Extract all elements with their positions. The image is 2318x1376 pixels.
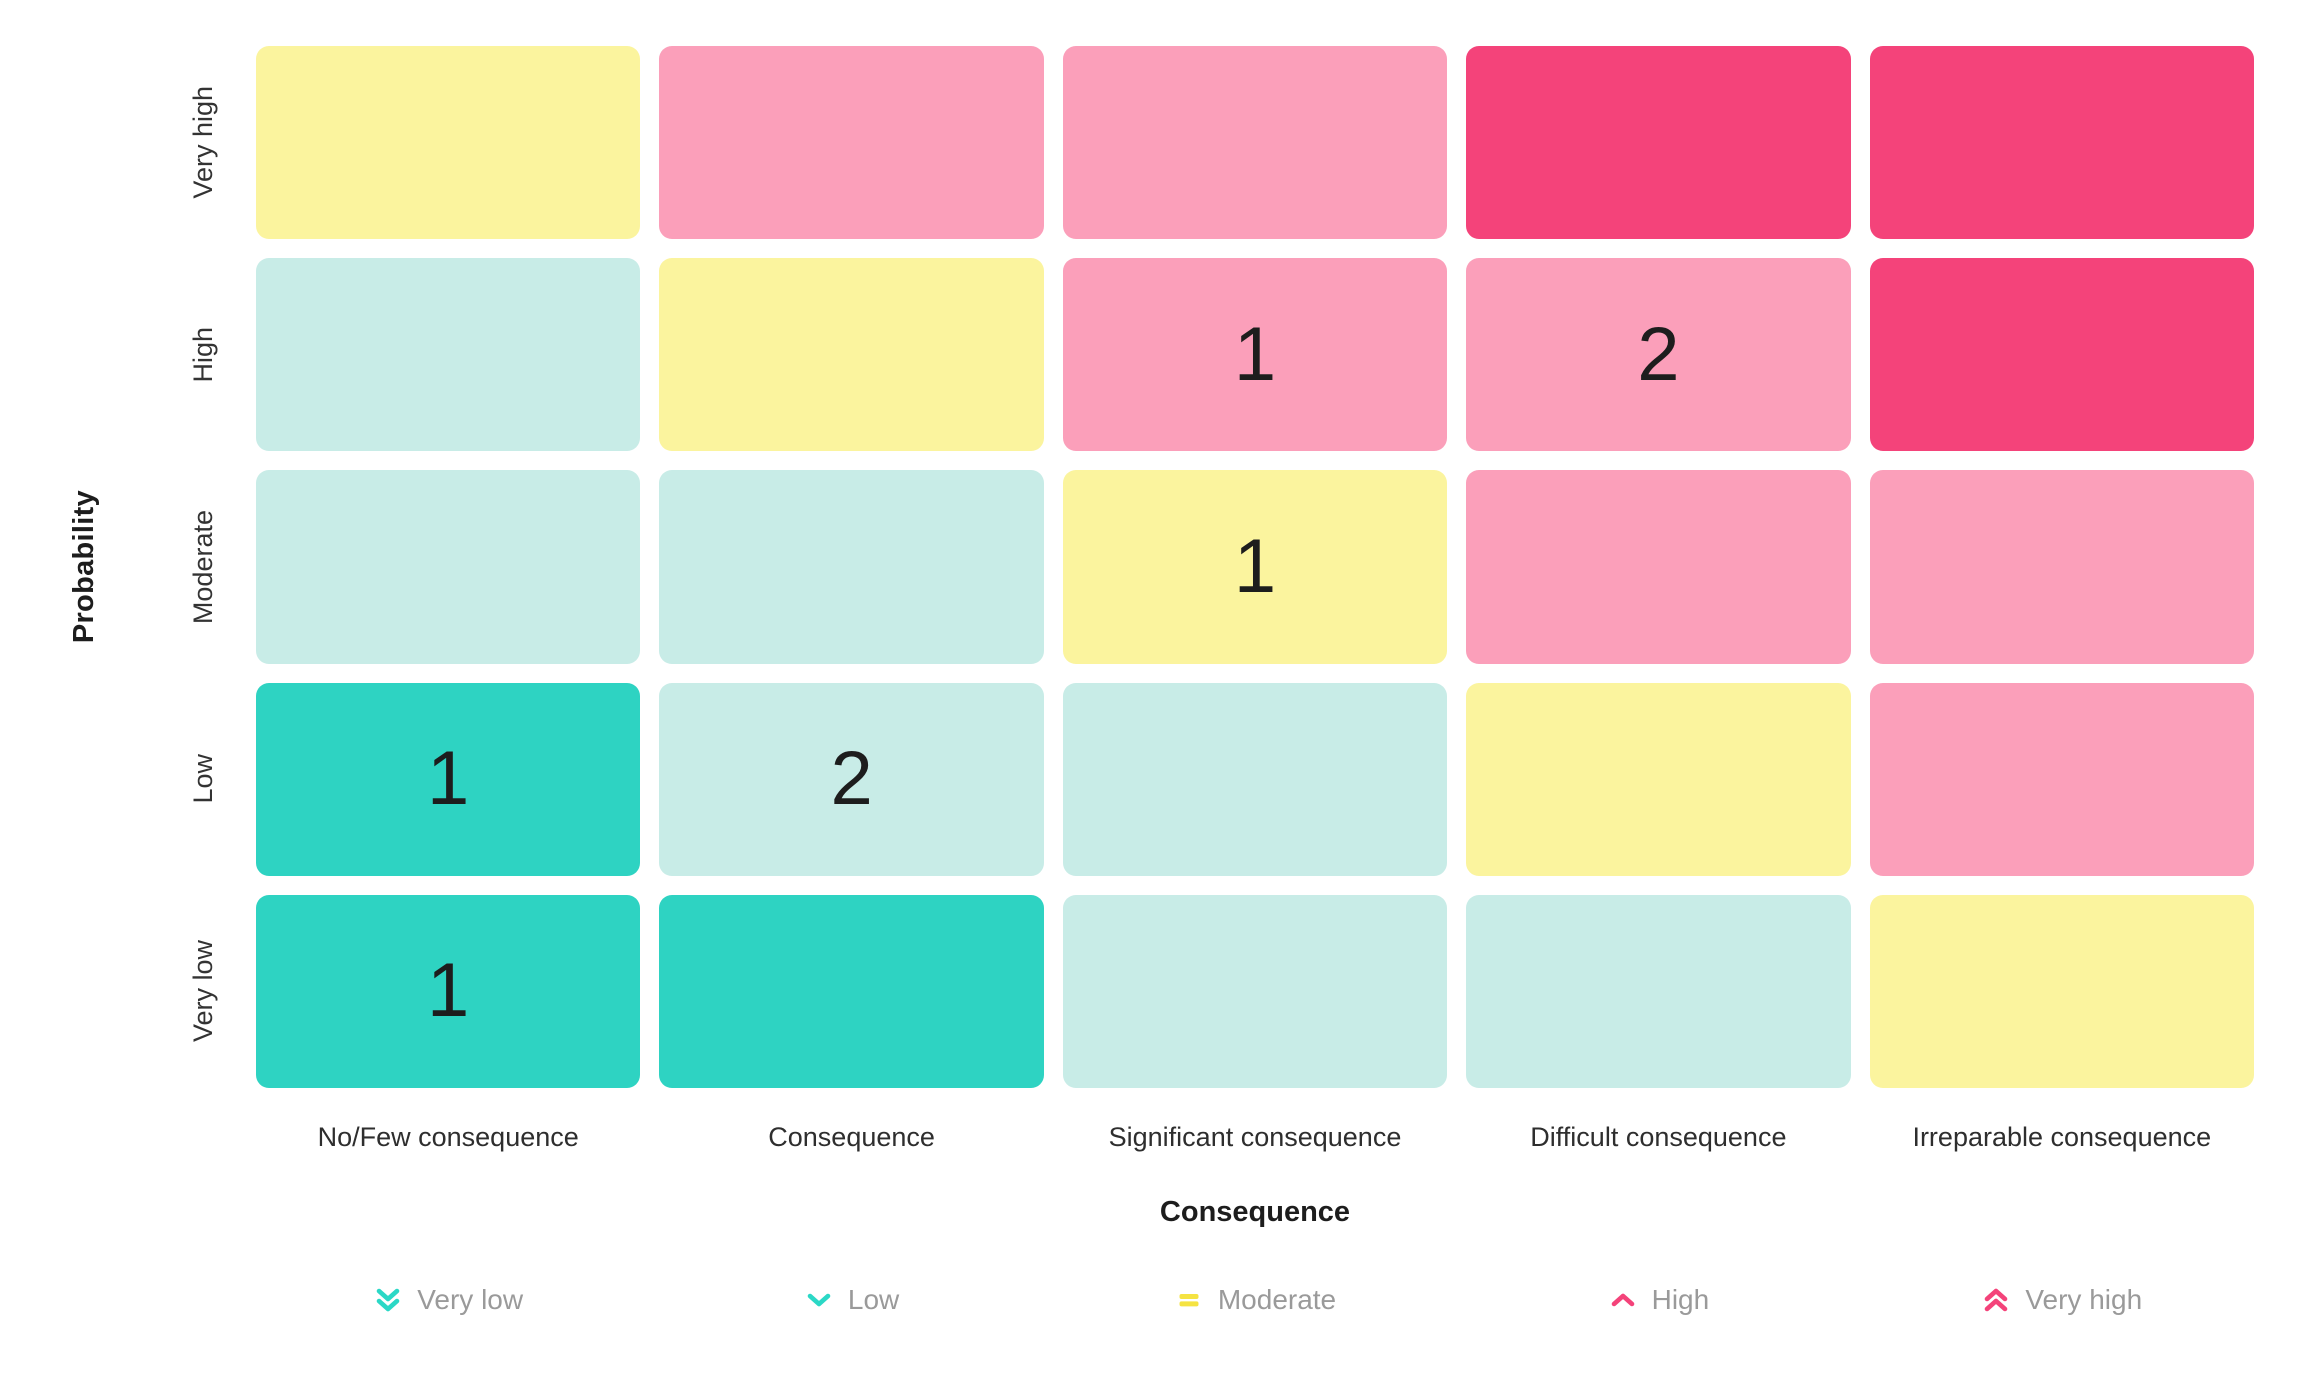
column-label-significant-consequence: Significant consequence: [1108, 1122, 1402, 1152]
column-label-no-few-consequence: No/Few consequence: [317, 1122, 579, 1152]
matrix-cell-low-irreparable-consequence[interactable]: [1869, 682, 2254, 876]
matrix-cell-very-high-irreparable-consequence[interactable]: [1869, 46, 2254, 240]
y-axis-title: Probability: [67, 490, 100, 644]
matrix-cell-moderate-consequence[interactable]: [659, 470, 1044, 664]
matrix-cell-moderate-irreparable-consequence[interactable]: [1869, 470, 2254, 664]
matrix-cell-high-no-few-consequence[interactable]: [256, 258, 641, 452]
row-label-moderate: Moderate: [176, 470, 230, 663]
cell-count: 2: [830, 736, 873, 822]
y-axis-title-wrap: Probability: [60, 46, 108, 1088]
row-label-low: Low: [176, 683, 230, 876]
cell-count: 2: [1637, 311, 1680, 397]
equals-icon: [1179, 1294, 1199, 1307]
chevron-down-icon: [807, 1293, 831, 1307]
cell-count: 1: [1233, 311, 1277, 397]
cell-count: 1: [1233, 523, 1277, 609]
matrix-cell-very-high-difficult-consequence[interactable]: [1466, 46, 1851, 240]
legend-label: Very high: [2025, 1284, 2143, 1315]
cell-count: 1: [427, 736, 470, 822]
matrix-cell-very-low-difficult-consequence[interactable]: [1466, 894, 1851, 1088]
x-axis-title: Consequence: [1159, 1196, 1351, 1228]
legend-label: Low: [847, 1284, 900, 1315]
legend-item-high[interactable]: High: [1466, 1284, 1850, 1316]
matrix-cell-very-high-consequence[interactable]: [659, 46, 1044, 240]
column-label-difficult-consequence: Difficult consequence: [1530, 1122, 1787, 1152]
column-label-consequence: Consequence: [768, 1122, 935, 1152]
matrix-cell-low-no-few-consequence[interactable]: 1: [256, 682, 641, 876]
chevron-up-icon: [1611, 1293, 1634, 1307]
row-label-text: Very low: [187, 940, 218, 1043]
legend-label: Very low: [417, 1284, 524, 1315]
row-label-text: High: [187, 327, 218, 383]
row-label-very-low: Very low: [176, 895, 230, 1088]
chevrons-down-icon: [376, 1288, 400, 1312]
legend-item-low[interactable]: Low: [659, 1284, 1043, 1316]
matrix-cell-high-significant-consequence[interactable]: 1: [1062, 258, 1448, 452]
risk-matrix-grid: 1 2 1 1 2 1: [256, 46, 2254, 1088]
matrix-cell-very-low-irreparable-consequence[interactable]: [1869, 894, 2254, 1088]
matrix-cell-high-difficult-consequence[interactable]: 2: [1466, 258, 1851, 452]
row-label-high: High: [176, 258, 230, 451]
matrix-cell-moderate-no-few-consequence[interactable]: [256, 470, 641, 664]
row-labels: Very high High Moderate Low Very low: [176, 46, 230, 1088]
matrix-cell-low-difficult-consequence[interactable]: [1466, 682, 1851, 876]
matrix-cell-very-high-no-few-consequence[interactable]: [256, 46, 641, 240]
legend-item-very-low[interactable]: Very low: [256, 1284, 640, 1316]
column-label-irreparable-consequence: Irreparable consequence: [1912, 1122, 2212, 1152]
matrix-cell-very-low-significant-consequence[interactable]: [1062, 894, 1448, 1088]
matrix-cell-very-low-no-few-consequence[interactable]: 1: [256, 894, 641, 1088]
cell-count: 1: [427, 948, 470, 1034]
row-label-text: Moderate: [187, 509, 218, 625]
legend-label: Moderate: [1217, 1284, 1337, 1315]
legend-item-very-high[interactable]: Very high: [1870, 1284, 2254, 1316]
matrix-cell-moderate-significant-consequence[interactable]: 1: [1062, 470, 1448, 664]
row-label-text: Very high: [187, 86, 218, 199]
legend-item-moderate[interactable]: Moderate: [1063, 1284, 1447, 1316]
matrix-cell-low-significant-consequence[interactable]: [1062, 682, 1448, 876]
column-labels: No/Few consequence Consequence Significant…: [256, 1122, 2254, 1153]
row-label-very-high: Very high: [176, 46, 230, 239]
matrix-cell-very-low-consequence[interactable]: [659, 894, 1044, 1088]
row-label-text: Low: [187, 754, 218, 804]
matrix-cell-high-irreparable-consequence[interactable]: [1869, 258, 2254, 452]
matrix-cell-very-high-significant-consequence[interactable]: [1062, 46, 1448, 240]
matrix-cell-low-consequence[interactable]: 2: [659, 682, 1044, 876]
legend: Very low Low Moderate High Very high: [256, 1284, 2254, 1316]
matrix-cell-moderate-difficult-consequence[interactable]: [1466, 470, 1851, 664]
matrix-cell-high-consequence[interactable]: [659, 258, 1044, 452]
chevrons-up-icon: [1985, 1288, 2008, 1312]
legend-label: High: [1651, 1284, 1710, 1315]
